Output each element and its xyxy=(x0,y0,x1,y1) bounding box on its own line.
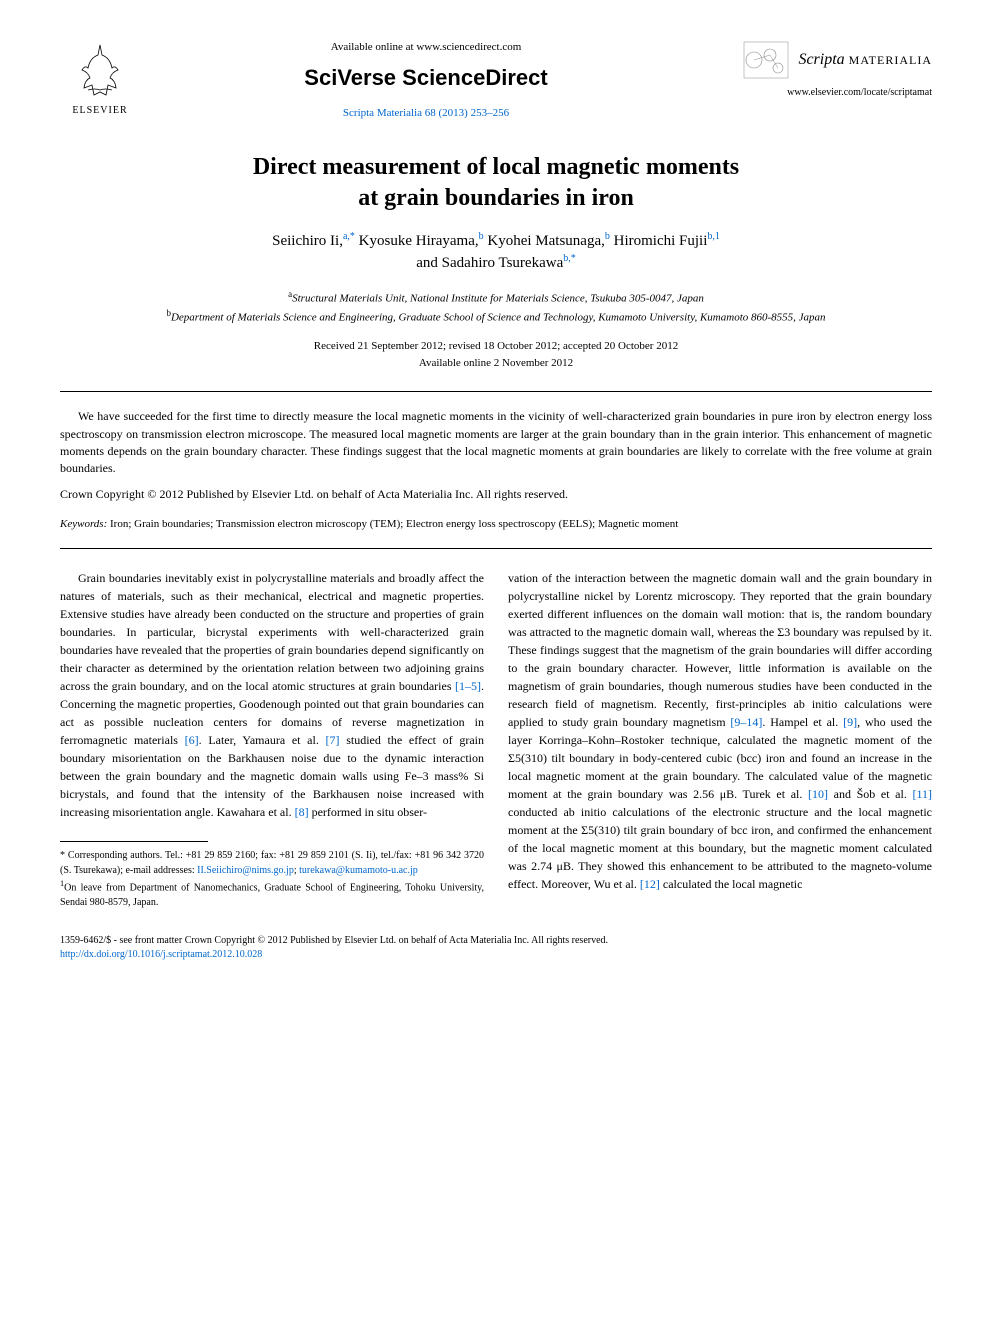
elsevier-label: ELSEVIER xyxy=(72,104,127,118)
col2-text-a: vation of the interaction between the ma… xyxy=(508,571,932,729)
ref-link-12[interactable]: [12] xyxy=(640,877,660,891)
col2-text-b: . Hampel et al. xyxy=(762,715,843,729)
authors-line: Seiichiro Ii,a,* Kyosuke Hirayama,b Kyoh… xyxy=(60,230,932,274)
elsevier-logo-block: ELSEVIER xyxy=(60,40,140,118)
author-1-asterisk: * xyxy=(350,231,355,242)
corresponding-author-note: * Corresponding authors. Tel.: +81 29 85… xyxy=(60,848,484,878)
scripta-title: Scripta MATERIALIA xyxy=(798,49,932,71)
column-right: vation of the interaction between the ma… xyxy=(508,569,932,910)
ref-link-9[interactable]: [9] xyxy=(843,715,857,729)
col1-text-a: Grain boundaries inevitably exist in pol… xyxy=(60,571,484,693)
sciverse-sciencedirect-logo: SciVerse ScienceDirect xyxy=(160,63,692,94)
article-dates: Received 21 September 2012; revised 18 O… xyxy=(60,338,932,371)
ref-link-11[interactable]: [11] xyxy=(912,787,932,801)
keywords-label: Keywords: xyxy=(60,518,107,530)
elsevier-tree-svg xyxy=(70,40,130,100)
header-row: ELSEVIER Available online at www.science… xyxy=(60,40,932,122)
article-title: Direct measurement of local magnetic mom… xyxy=(60,152,932,214)
body-columns: Grain boundaries inevitably exist in pol… xyxy=(60,569,932,910)
ref-link-8[interactable]: [8] xyxy=(295,805,309,819)
journal-url[interactable]: www.elsevier.com/locate/scriptamat xyxy=(712,86,932,100)
available-online-text: Available online at www.sciencedirect.co… xyxy=(160,40,692,55)
online-date: Available online 2 November 2012 xyxy=(419,357,573,369)
affiliations: aStructural Materials Unit, National Ins… xyxy=(60,288,932,326)
author-1: Seiichiro Ii, xyxy=(272,233,343,249)
divider-bottom xyxy=(60,548,932,549)
divider-top xyxy=(60,391,932,392)
materialia-label: MATERIALIA xyxy=(845,53,932,67)
author-2-sup: b xyxy=(479,231,484,242)
header-right: Scripta MATERIALIA www.elsevier.com/loca… xyxy=(712,40,932,100)
received-date: Received 21 September 2012; revised 18 O… xyxy=(314,340,678,352)
footnotes: * Corresponding authors. Tel.: +81 29 85… xyxy=(60,848,484,910)
footnote-divider xyxy=(60,841,208,842)
affiliation-b: Department of Materials Science and Engi… xyxy=(171,312,826,324)
author-2: Kyosuke Hirayama, xyxy=(359,233,479,249)
page-footer: 1359-6462/$ - see front matter Crown Cop… xyxy=(60,934,932,962)
author-5: and Sadahiro Tsurekawa xyxy=(416,255,563,271)
ref-link-7[interactable]: [7] xyxy=(326,733,340,747)
keywords-line: Keywords: Iron; Grain boundaries; Transm… xyxy=(60,517,932,532)
email-1[interactable]: II.Seiichiro@nims.go.jp xyxy=(197,865,294,876)
col2-text-d: and Šob et al. xyxy=(828,787,912,801)
email-2[interactable]: turekawa@kumamoto-u.ac.jp xyxy=(299,865,418,876)
title-line2: at grain boundaries in iron xyxy=(358,185,634,211)
citation-link[interactable]: Scripta Materialia 68 (2013) 253–256 xyxy=(160,106,692,121)
footer-copyright: 1359-6462/$ - see front matter Crown Cop… xyxy=(60,934,932,948)
author-1-sup: a, xyxy=(343,231,350,242)
header-center: Available online at www.sciencedirect.co… xyxy=(140,40,712,122)
footnote-1-text: On leave from Department of Nanomechanic… xyxy=(60,882,484,908)
col2-text-f: calculated the local magnetic xyxy=(660,877,803,891)
elsevier-tree-icon xyxy=(70,40,130,100)
ref-link-9-14[interactable]: [9–14] xyxy=(730,715,762,729)
title-line1: Direct measurement of local magnetic mom… xyxy=(253,154,739,180)
author-4: Hiromichi Fujii xyxy=(614,233,708,249)
author-4-sup: b,1 xyxy=(707,231,720,242)
scripta-italic: Scripta xyxy=(798,51,844,68)
ref-link-1-5[interactable]: [1–5] xyxy=(455,679,481,693)
body-para-left: Grain boundaries inevitably exist in pol… xyxy=(60,569,484,821)
body-para-right: vation of the interaction between the ma… xyxy=(508,569,932,893)
author-5-sup: b, xyxy=(563,253,571,264)
author-3: Kyohei Matsunaga, xyxy=(487,233,604,249)
affiliation-a: Structural Materials Unit, National Inst… xyxy=(292,293,704,305)
keywords-values: Iron; Grain boundaries; Transmission ele… xyxy=(107,518,678,530)
doi-link[interactable]: http://dx.doi.org/10.1016/j.scriptamat.2… xyxy=(60,948,932,962)
ref-link-10[interactable]: [10] xyxy=(808,787,828,801)
abstract-text: We have succeeded for the first time to … xyxy=(60,408,932,478)
author-3-sup: b xyxy=(605,231,610,242)
footnote-1: 1On leave from Department of Nanomechani… xyxy=(60,878,484,910)
crown-copyright: Crown Copyright © 2012 Published by Else… xyxy=(60,486,932,503)
column-left: Grain boundaries inevitably exist in pol… xyxy=(60,569,484,910)
scripta-graphic-icon xyxy=(742,40,790,80)
scripta-materialia-logo: Scripta MATERIALIA xyxy=(712,40,932,80)
col1-text-c: . Later, Yamaura et al. xyxy=(199,733,326,747)
ref-link-6[interactable]: [6] xyxy=(185,733,199,747)
author-5-asterisk: * xyxy=(571,253,576,264)
col1-text-e: performed in situ obser- xyxy=(309,805,427,819)
